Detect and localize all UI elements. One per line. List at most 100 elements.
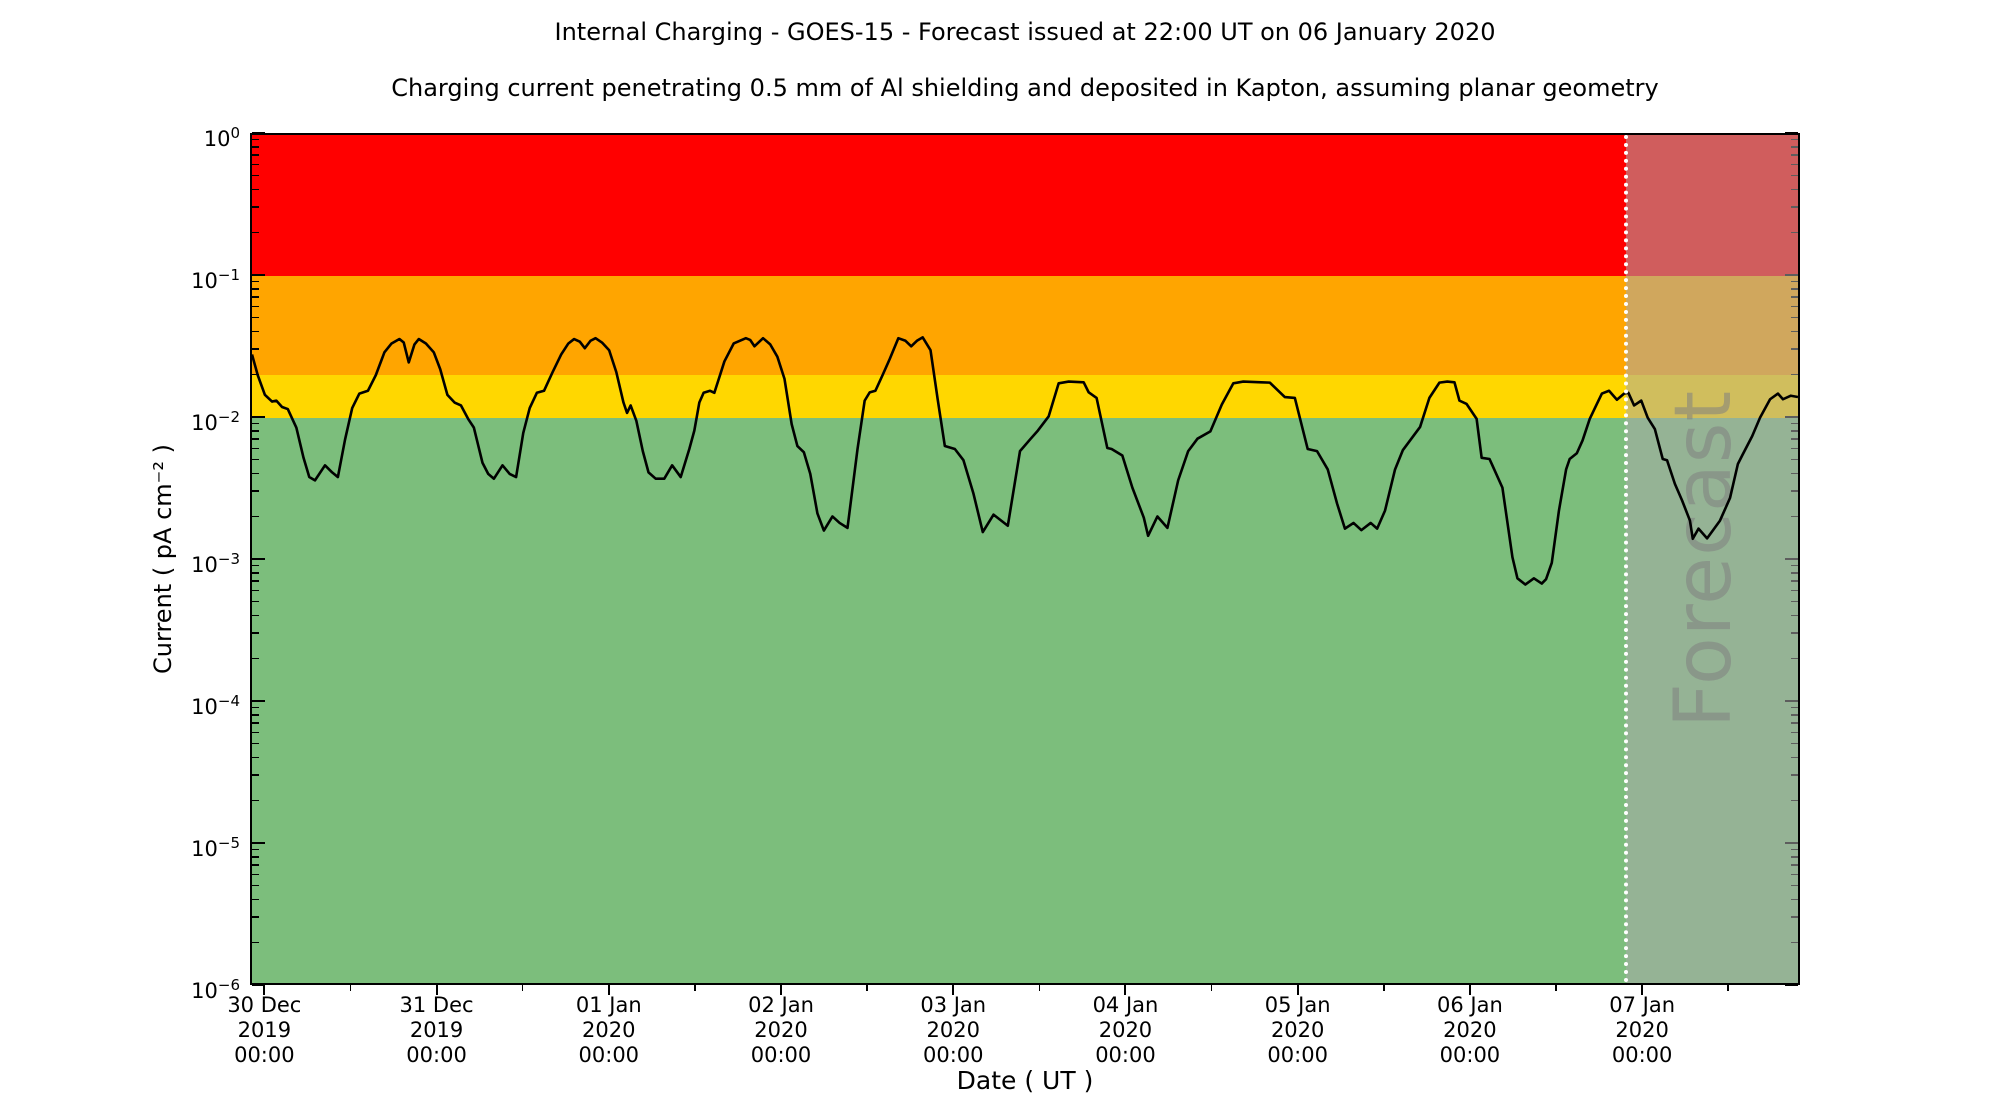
forecast-overlay — [1626, 135, 1798, 983]
x-tick-label-line: 00:00 — [1095, 1043, 1156, 1067]
y-minor-tick — [252, 146, 259, 148]
y-minor-tick — [252, 941, 259, 943]
x-tick-label-line: 00:00 — [922, 1043, 984, 1067]
y-minor-tick — [252, 305, 259, 308]
y-tick-label: 10−6 — [191, 976, 240, 1003]
y-minor-tick — [252, 714, 259, 716]
x-tick-label: 31 Dec 2019 00:00 — [367, 993, 507, 1068]
x-major-tick — [780, 985, 783, 995]
y-minor-tick — [252, 296, 259, 298]
x-tick-label-line: 2019 — [409, 1018, 464, 1042]
y-minor-tick — [252, 154, 259, 156]
y-minor-tick — [252, 856, 259, 858]
y-minor-tick — [252, 848, 259, 851]
y-minor-tick — [252, 722, 259, 724]
y-minor-tick — [252, 756, 259, 759]
x-tick-label-line: 31 Dec — [399, 993, 474, 1017]
x-tick-label-line: 07 Jan — [1609, 993, 1676, 1017]
orange-zone — [252, 276, 1798, 376]
y-minor-tick — [252, 884, 259, 887]
y-minor-tick — [252, 657, 259, 659]
x-tick-label: 04 Jan 2020 00:00 — [1055, 993, 1195, 1068]
y-minor-tick — [252, 614, 259, 617]
y-minor-tick — [252, 589, 259, 592]
x-major-tick — [1468, 985, 1471, 995]
x-tick-label: 07 Jan 2020 00:00 — [1572, 993, 1712, 1068]
x-minor-tick — [1727, 985, 1729, 991]
x-tick-label-line: 00:00 — [234, 1043, 295, 1067]
x-minor-tick — [866, 985, 868, 991]
yellow-zone — [252, 375, 1798, 418]
y-minor-tick — [252, 472, 259, 475]
x-tick-label-line: 00:00 — [1611, 1043, 1673, 1067]
y-minor-tick — [252, 572, 259, 574]
y-minor-tick — [252, 742, 259, 745]
x-tick-label-line: 05 Jan — [1264, 993, 1331, 1017]
x-minor-tick — [1210, 985, 1213, 991]
y-tick-label: 10−2 — [191, 408, 240, 435]
red-zone — [252, 135, 1798, 277]
y-minor-tick — [252, 138, 259, 141]
x-tick-label-line: 00:00 — [750, 1043, 812, 1067]
forecast-divider — [1624, 135, 1629, 983]
y-minor-tick — [252, 864, 259, 866]
x-tick-label-line: 00:00 — [1439, 1043, 1501, 1067]
green-zone — [252, 417, 1798, 983]
y-tick-label: 10−1 — [191, 266, 240, 293]
x-tick-label-line: 00:00 — [578, 1043, 640, 1067]
y-minor-tick — [252, 373, 259, 375]
y-minor-tick — [252, 600, 259, 603]
x-minor-tick — [694, 985, 696, 991]
y-tick-label: 10−3 — [191, 550, 240, 577]
x-tick-label-line: 2019 — [237, 1018, 292, 1042]
x-minor-tick — [349, 985, 352, 991]
x-minor-tick — [1038, 985, 1041, 991]
x-tick-label-line: 2020 — [1098, 1018, 1153, 1042]
y-major-tick — [252, 558, 265, 560]
y-minor-tick — [252, 231, 259, 233]
x-minor-tick — [521, 985, 524, 991]
x-tick-label-line: 06 Jan — [1437, 993, 1503, 1017]
x-major-tick — [1124, 985, 1127, 995]
y-minor-tick — [252, 280, 259, 283]
y-major-tick — [252, 416, 265, 418]
y-tick-label: 10−4 — [191, 692, 240, 719]
x-tick-label: 03 Jan 2020 00:00 — [883, 993, 1023, 1068]
x-tick-label-line: 2020 — [926, 1018, 980, 1042]
y-minor-tick — [252, 188, 259, 191]
y-minor-tick — [252, 438, 259, 440]
x-tick-label-line: 2020 — [1615, 1018, 1669, 1042]
x-major-tick — [607, 985, 610, 995]
x-major-tick — [435, 985, 438, 995]
x-tick-label-line: 02 Jan — [748, 993, 814, 1017]
x-major-tick — [1641, 985, 1644, 995]
y-tick-label: 10−5 — [191, 834, 240, 861]
chart-subtitle: Charging current penetrating 0.5 mm of A… — [391, 74, 1659, 102]
x-tick-label: 06 Jan 2020 00:00 — [1400, 993, 1540, 1068]
y-minor-tick — [252, 898, 259, 901]
x-minor-tick — [1383, 985, 1385, 991]
x-tick-label: 02 Jan 2020 00:00 — [711, 993, 851, 1068]
x-tick-label-line: 00:00 — [1267, 1043, 1328, 1067]
x-tick-label-line: 2020 — [754, 1018, 808, 1042]
y-major-tick — [252, 984, 265, 986]
y-major-tick — [252, 700, 265, 702]
y-major-tick — [1785, 132, 1798, 134]
x-tick-label-line: 00:00 — [406, 1043, 467, 1067]
chart-title: Internal Charging - GOES-15 - Forecast i… — [554, 18, 1496, 46]
y-minor-tick — [252, 916, 259, 918]
y-minor-tick — [252, 330, 259, 333]
x-tick-label-line: 2020 — [1270, 1018, 1325, 1042]
current-line — [252, 135, 1798, 983]
x-tick-label: 05 Jan 2020 00:00 — [1228, 993, 1368, 1068]
y-minor-tick — [252, 288, 259, 290]
y-minor-tick — [252, 458, 259, 461]
y-minor-tick — [252, 490, 259, 492]
current-polyline — [252, 337, 1798, 584]
y-minor-tick — [252, 447, 259, 450]
y-minor-tick — [252, 422, 259, 425]
y-major-tick — [252, 274, 265, 276]
y-minor-tick — [252, 799, 259, 801]
x-tick-label-line: 2020 — [1443, 1018, 1497, 1042]
